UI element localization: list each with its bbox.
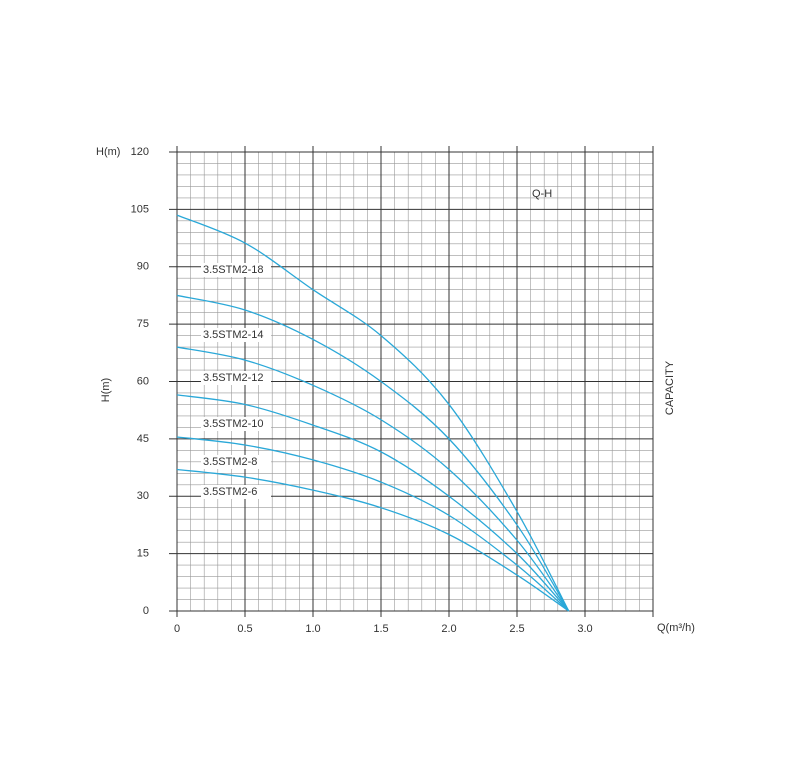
label-bg (201, 417, 271, 431)
curve (176, 214, 570, 612)
label-bg (201, 328, 271, 342)
y-tick-label: 15 (137, 548, 149, 560)
series-label: 3.5STM2-12 (203, 372, 264, 384)
series-label: 3.5STM2-14 (203, 329, 264, 341)
x-tick-label: 1.0 (305, 623, 320, 635)
y-tick-label: 60 (137, 375, 149, 387)
label-bg (201, 263, 271, 277)
y-tick-label: 75 (137, 318, 149, 330)
y-tick-label: 90 (137, 261, 149, 273)
label-bg (201, 371, 271, 385)
label-bg (201, 455, 271, 469)
y-tick-label: 105 (131, 203, 149, 215)
x-tick-label: 0.5 (237, 623, 252, 635)
y-tick-label: 0 (143, 605, 149, 617)
x-tick-label: 2.0 (441, 623, 456, 635)
x-tick-label: 0 (174, 623, 180, 635)
x-axis-label: Q(m³/h) (657, 622, 695, 634)
curve (176, 436, 570, 612)
y-tick-label: 120 (131, 146, 149, 158)
curve (176, 394, 570, 612)
curve (176, 294, 570, 612)
x-tick-label: 3.0 (577, 623, 592, 635)
series-label: 3.5STM2-18 (203, 264, 264, 276)
curve (176, 468, 570, 612)
grid (169, 146, 654, 617)
y-tick-label: 45 (137, 433, 149, 445)
y-axis-label: H(m) (100, 378, 112, 402)
right-label: CAPACITY (664, 360, 676, 415)
series-label: 3.5STM2-6 (203, 486, 257, 498)
x-tick-label: 2.5 (509, 623, 524, 635)
y-axis-title: H(m) (96, 146, 120, 158)
curve (176, 346, 570, 612)
annotation: Q-H (532, 188, 552, 200)
x-tick-label: 1.5 (373, 623, 388, 635)
y-tick-label: 30 (137, 490, 149, 502)
series-label: 3.5STM2-10 (203, 418, 264, 430)
series-label: 3.5STM2-8 (203, 456, 257, 468)
label-bg (201, 485, 271, 499)
curves: 3.5STM2-18 3.5STM2-14 3.5STM2-12 3.5STM2-10… (176, 214, 570, 612)
